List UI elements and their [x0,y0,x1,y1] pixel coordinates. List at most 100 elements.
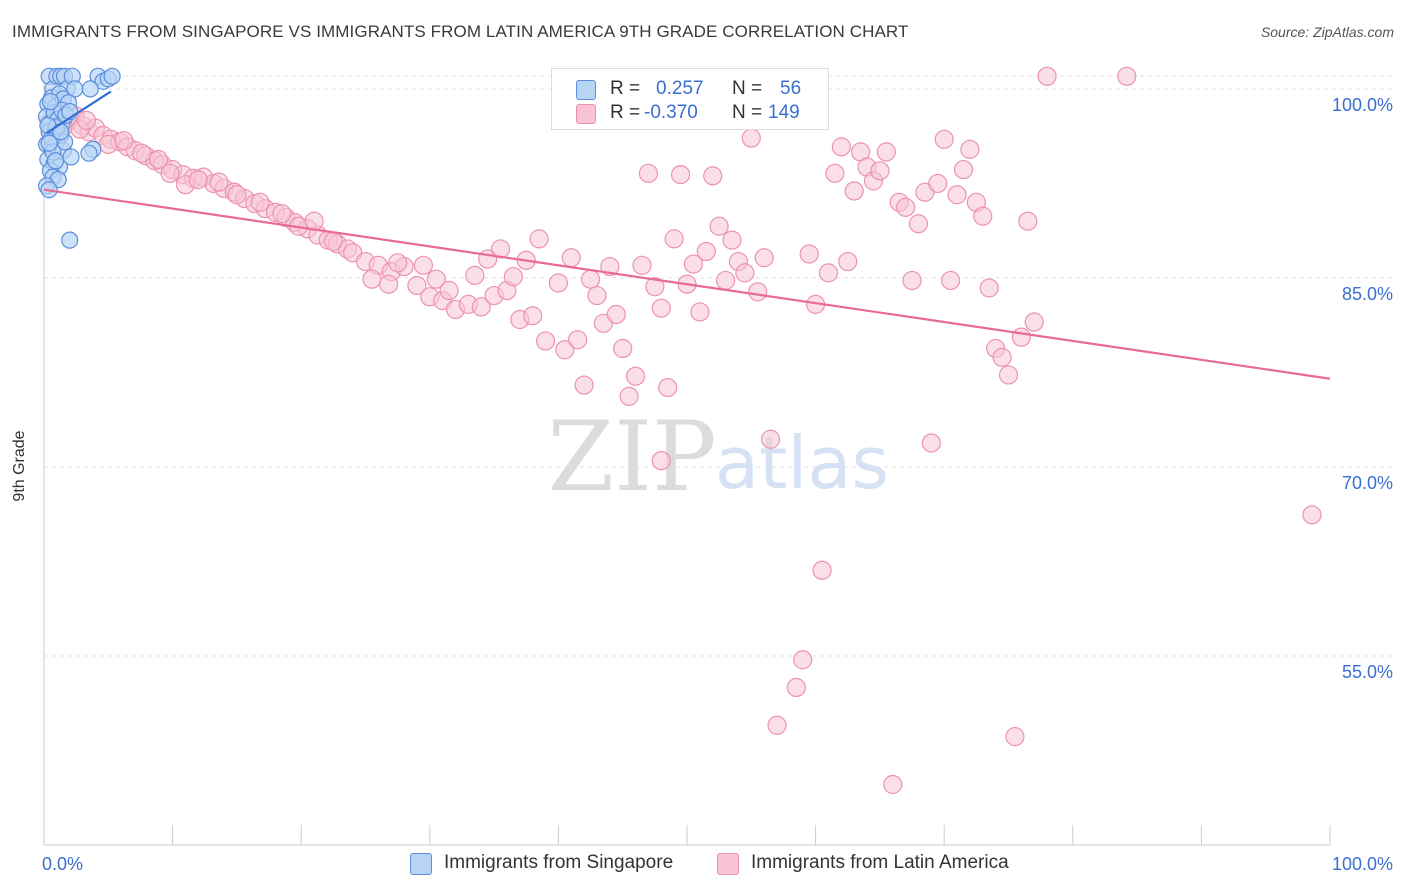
latam-point [979,278,999,298]
latam-point [690,302,710,322]
latam-point [523,306,543,326]
latam-point [908,214,929,234]
latam-point [998,365,1019,385]
latam-point [754,248,774,268]
latam-point [793,650,813,670]
singapore-point [80,144,98,162]
latam-point [548,273,569,293]
latam-point [587,285,607,306]
latam-point [760,429,781,449]
latam-point [272,204,292,224]
bottom-legend-swatch-singapore [410,853,432,875]
tick-labels: 100.0% 85.0% 70.0% 55.0% 0.0% 100.0% [42,95,1393,874]
bottom-legend-swatch-latam [717,853,739,875]
legend-n-label: N = [732,78,763,99]
bottom-legend-label-singapore: Immigrants from Singapore [444,852,674,873]
stats-legend: R = 0.257 N = 56 R = -0.370 N = 149 [551,68,829,130]
latam-point [362,269,382,289]
latam-point [992,347,1012,367]
latam-point [838,251,858,272]
y-tick-label: 55.0% [1342,662,1393,682]
watermark: ZIP atlas [547,401,889,513]
watermark-zip: ZIP [547,401,716,513]
latam-point [902,270,922,291]
singapore-points [37,67,121,249]
latam-point [439,280,459,301]
singapore-trend-line [45,90,112,134]
latam-point [574,375,594,395]
singapore-point [81,80,99,98]
latam-point [870,161,890,181]
latam-point [388,253,408,273]
latam-point [619,386,639,406]
latam-point [722,230,742,250]
latam-point [613,338,633,359]
latam-point [928,173,948,194]
latam-point [767,715,787,735]
latam-point [132,143,152,163]
latam-point [786,677,806,698]
y-tick-label: 70.0% [1342,473,1393,493]
latam-point [715,270,736,291]
latam-point [748,282,768,302]
singapore-point [61,231,79,249]
latam-point [465,265,485,286]
chart-title: IMMIGRANTS FROM SINGAPORE VS IMMIGRANTS … [12,22,909,41]
bottom-legend-label-latam: Immigrants from Latin America [751,852,1009,873]
latam-point [844,181,864,201]
latam-point [227,185,247,205]
latam-point [696,241,716,262]
legend-n-label: N = [732,102,763,123]
watermark-atlas: atlas [715,421,889,505]
latam-point [1018,211,1038,231]
latam-point [658,377,678,398]
latam-point [953,159,974,180]
latam-point [535,331,556,351]
latam-point [896,197,916,217]
latam-point [825,163,845,183]
latam-point [568,330,588,350]
legend-r-value: -0.370 [644,102,698,123]
latam-point [503,267,523,287]
latam-point [529,229,549,249]
latam-trend-line [43,188,1331,380]
singapore-point [46,152,65,170]
latam-point [490,239,511,259]
latam-point [1302,505,1322,525]
latam-point [921,433,941,453]
latam-point [812,560,832,580]
latam-point [799,244,819,264]
latam-point [148,149,169,170]
singapore-point [40,134,58,152]
latam-point [883,774,903,795]
latam-point [941,270,961,291]
x-tick-label: 0.0% [42,854,83,874]
latam-point [947,185,967,205]
legend-r-label: R = [610,78,641,99]
latam-point [555,340,575,360]
y-tick-label: 100.0% [1332,95,1393,115]
legend-r-value: 0.257 [656,78,704,99]
latam-point [407,275,427,296]
legend-n-value: 149 [768,102,800,123]
y-tick-label: 85.0% [1342,284,1393,304]
latam-point [645,277,665,297]
latam-point [876,142,896,162]
latam-point [76,110,97,131]
latam-point [973,206,993,226]
x-tick-label: 100.0% [1332,854,1393,874]
latam-point [379,274,399,294]
latam-point [413,255,433,275]
latam-point [471,297,491,317]
singapore-point [62,148,80,166]
legend-swatch-latam [576,104,596,124]
latam-point [818,263,839,283]
axes [43,70,1331,846]
singapore-point [103,67,121,85]
latam-point [831,137,851,157]
latam-point [1011,327,1031,347]
latam-point [670,164,691,185]
latam-point [735,263,755,283]
latam-point [651,451,671,471]
